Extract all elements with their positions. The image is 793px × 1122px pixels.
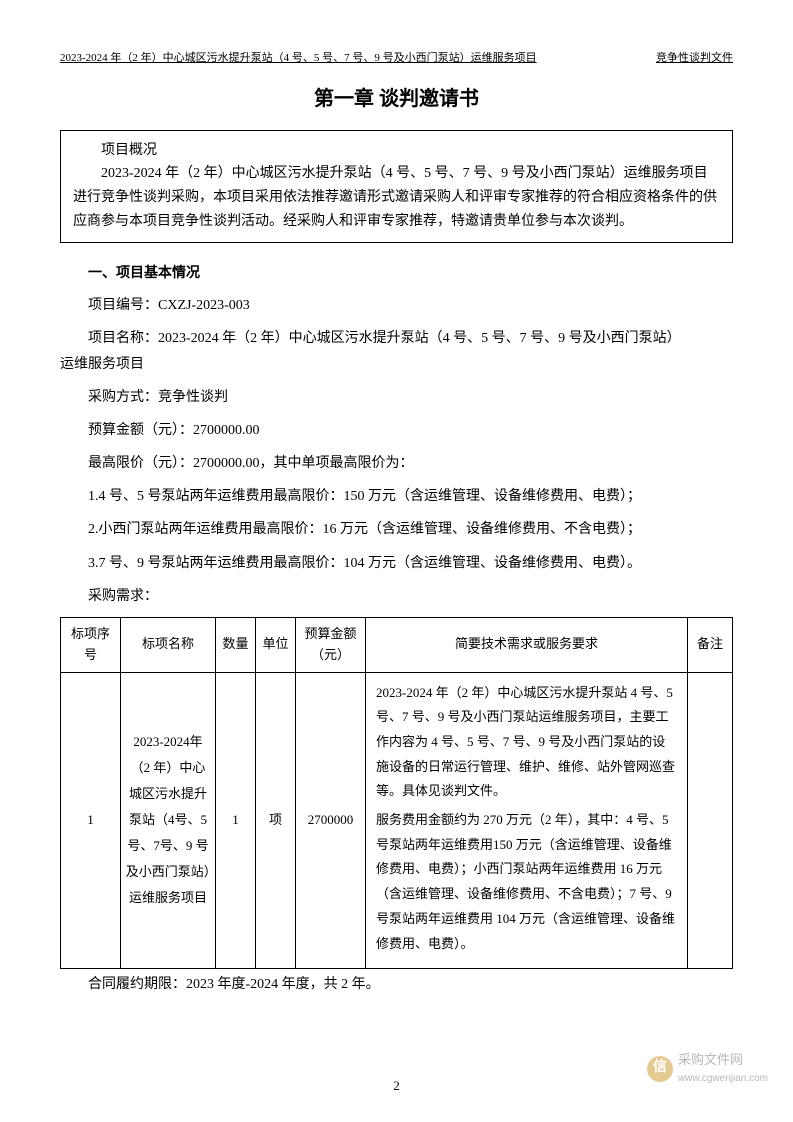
th-name: 标项名称 (121, 618, 216, 673)
contract-period: 合同履约期限：2023 年度-2024 年度，共 2 年。 (60, 974, 733, 996)
table-row: 1 2023-2024年（2 年）中心城区污水提升泵站（4号、5 号、7号、9 … (61, 672, 733, 969)
price-item-3: 3.7 号、9 号泵站两年运维费用最高限价：104 万元（含运维管理、设备维修费… (60, 551, 733, 576)
td-note (688, 672, 733, 969)
th-req: 简要技术需求或服务要求 (366, 618, 688, 673)
chapter-title: 第一章 谈判邀请书 (60, 83, 733, 115)
header-left: 2023-2024 年（2 年）中心城区污水提升泵站（4 号、5 号、7 号、9… (60, 50, 537, 68)
td-seq: 1 (61, 672, 121, 969)
overview-box: 项目概况 2023-2024 年（2 年）中心城区污水提升泵站（4 号、5 号、… (60, 130, 733, 243)
project-name-line1: 项目名称：2023-2024 年（2 年）中心城区污水提升泵站（4 号、5 号、… (60, 326, 733, 351)
requirements-table: 标项序号 标项名称 数量 单位 预算金额（元） 简要技术需求或服务要求 备注 1… (60, 617, 733, 969)
project-number: 项目编号：CXZJ-2023-003 (60, 293, 733, 318)
page-header: 2023-2024 年（2 年）中心城区污水提升泵站（4 号、5 号、7 号、9… (60, 50, 733, 68)
project-name: 项目名称：2023-2024 年（2 年）中心城区污水提升泵站（4 号、5 号、… (60, 326, 733, 376)
watermark: 信 采购文件网 www.cgwenjian.com (647, 1050, 768, 1087)
td-qty: 1 (216, 672, 256, 969)
td-req: 2023-2024 年（2 年）中心城区污水提升泵站 4 号、5 号、7 号、9… (366, 672, 688, 969)
section-title: 一、项目基本情况 (60, 263, 733, 285)
watermark-url: www.cgwenjian.com (678, 1071, 768, 1087)
demand-label: 采购需求： (60, 584, 733, 609)
td-unit: 项 (256, 672, 296, 969)
price-item-2: 2.小西门泵站两年运维费用最高限价：16 万元（含运维管理、设备维修费用、不含电… (60, 517, 733, 542)
watermark-brand: 采购文件网 (678, 1050, 768, 1071)
header-right: 竞争性谈判文件 (656, 50, 733, 68)
budget-amount: 预算金额（元）：2700000.00 (60, 418, 733, 443)
th-unit: 单位 (256, 618, 296, 673)
table-header-row: 标项序号 标项名称 数量 单位 预算金额（元） 简要技术需求或服务要求 备注 (61, 618, 733, 673)
th-note: 备注 (688, 618, 733, 673)
overview-content: 2023-2024 年（2 年）中心城区污水提升泵站（4 号、5 号、7 号、9… (73, 162, 720, 233)
th-qty: 数量 (216, 618, 256, 673)
watermark-text-block: 采购文件网 www.cgwenjian.com (678, 1050, 768, 1087)
project-name-line2: 运维服务项目 (60, 357, 144, 372)
td-budget: 2700000 (296, 672, 366, 969)
overview-title: 项目概况 (73, 139, 720, 163)
th-budget: 预算金额（元） (296, 618, 366, 673)
td-name: 2023-2024年（2 年）中心城区污水提升泵站（4号、5 号、7号、9 号及… (121, 672, 216, 969)
max-price: 最高限价（元）：2700000.00，其中单项最高限价为： (60, 451, 733, 476)
procurement-method: 采购方式：竞争性谈判 (60, 385, 733, 410)
watermark-icon: 信 (647, 1056, 673, 1082)
price-item-1: 1.4 号、5 号泵站两年运维费用最高限价：150 万元（含运维管理、设备维修费… (60, 484, 733, 509)
th-seq: 标项序号 (61, 618, 121, 673)
